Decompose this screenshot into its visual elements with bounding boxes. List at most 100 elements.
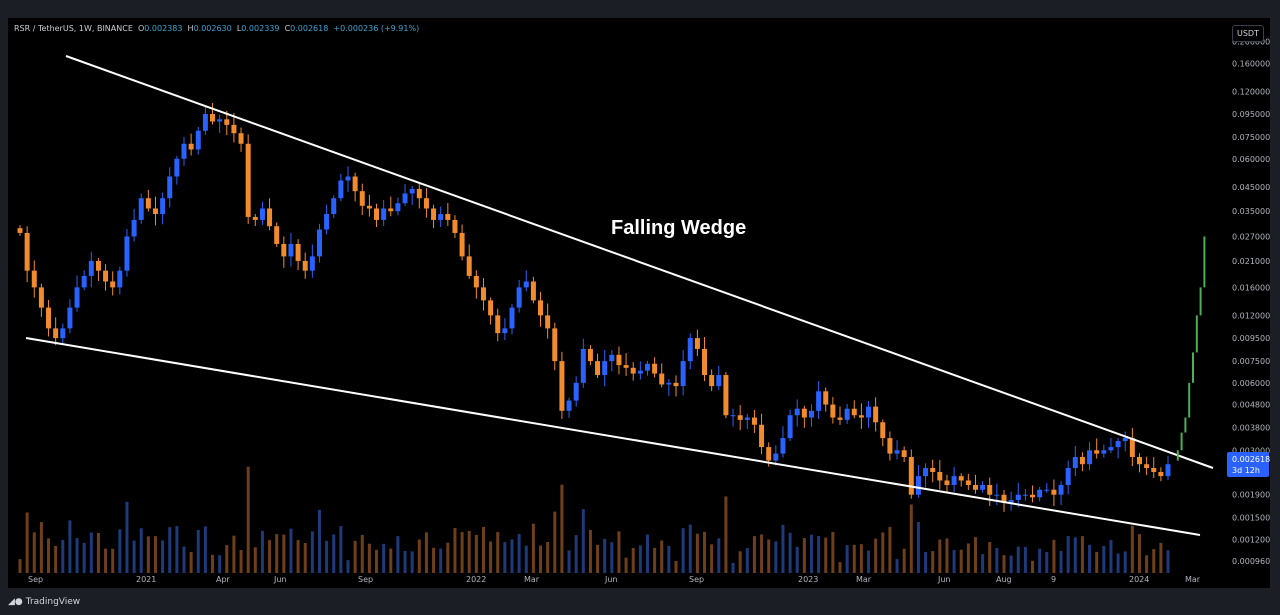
candle-body bbox=[951, 476, 957, 485]
candle-body bbox=[488, 300, 494, 316]
volume-bar bbox=[981, 554, 985, 573]
volume-bar bbox=[973, 537, 977, 573]
volume-bar bbox=[567, 550, 571, 573]
volume-bar bbox=[61, 539, 65, 573]
price-tick-label: 0.001900 bbox=[1232, 491, 1270, 500]
candle-body bbox=[416, 188, 422, 199]
volume-bar bbox=[895, 558, 899, 573]
volume-bar bbox=[924, 551, 928, 573]
volume-bar bbox=[446, 542, 450, 573]
candle-body bbox=[316, 229, 322, 257]
volume-bar bbox=[596, 544, 600, 573]
volume-bar bbox=[1002, 555, 1006, 573]
volume-bar bbox=[902, 548, 906, 573]
candle-body bbox=[744, 417, 750, 420]
volume-bar bbox=[47, 538, 51, 573]
upper-trendline bbox=[65, 55, 1214, 469]
volume-bar bbox=[417, 539, 421, 573]
price-tick-label: 0.060000 bbox=[1232, 155, 1270, 164]
volume-bar bbox=[546, 541, 550, 573]
price-tick-label: 0.000960 bbox=[1232, 557, 1270, 566]
currency-button[interactable]: USDT bbox=[1232, 25, 1264, 42]
close-value: 0.002618 bbox=[290, 24, 329, 33]
volume-bar bbox=[125, 501, 129, 573]
price-tick-label: 0.016000 bbox=[1232, 283, 1270, 292]
volume-bar bbox=[225, 545, 229, 573]
candle-body bbox=[338, 180, 344, 199]
candle-body bbox=[324, 214, 330, 230]
volume-bar bbox=[1152, 549, 1156, 573]
candle-body bbox=[523, 281, 529, 288]
candle-body bbox=[816, 391, 822, 411]
volume-bar bbox=[1159, 542, 1163, 573]
candle-body bbox=[302, 260, 308, 271]
candle-body bbox=[381, 208, 387, 220]
candle-body bbox=[60, 328, 66, 339]
price-tick-label: 0.006000 bbox=[1232, 379, 1270, 388]
volume-bar bbox=[403, 550, 407, 573]
candle-body bbox=[901, 450, 907, 457]
candle-body bbox=[873, 406, 879, 423]
open-value: 0.002383 bbox=[144, 24, 183, 33]
volume-bar bbox=[54, 545, 58, 573]
volume-bar bbox=[1080, 536, 1084, 573]
volume-bar bbox=[731, 563, 735, 573]
candle-body bbox=[1037, 489, 1043, 498]
candle-body bbox=[1051, 489, 1057, 495]
candle-body bbox=[780, 438, 786, 454]
price-chart[interactable]: 0.200000 0.160000 0.120000 0.095000 0.075000… bbox=[8, 18, 1270, 588]
time-tick-label: Sep bbox=[689, 575, 704, 584]
volume-bar bbox=[667, 545, 671, 573]
volume-bar bbox=[681, 528, 685, 573]
candle-body bbox=[1015, 494, 1021, 500]
volume-bar bbox=[710, 544, 714, 573]
candle-body bbox=[281, 243, 287, 257]
volume-bar bbox=[146, 536, 150, 573]
time-tick-label: Jun bbox=[273, 575, 287, 584]
candle-body bbox=[88, 260, 94, 276]
trendlines bbox=[25, 55, 1214, 536]
candle-body bbox=[1165, 464, 1171, 477]
candle-body bbox=[202, 114, 208, 131]
candle-body bbox=[1151, 468, 1157, 472]
volume-bar bbox=[774, 541, 778, 573]
price-tick-label: 0.075000 bbox=[1232, 133, 1270, 142]
candle-body bbox=[716, 375, 722, 387]
pattern-annotation: Falling Wedge bbox=[611, 217, 746, 239]
volume-bar bbox=[132, 540, 136, 573]
volume-bar bbox=[460, 532, 464, 573]
candle-body bbox=[95, 260, 101, 271]
candle-body bbox=[538, 300, 544, 316]
volume-bar bbox=[203, 526, 207, 573]
volume-bar bbox=[881, 532, 885, 573]
price-axis[interactable]: 0.200000 0.160000 0.120000 0.095000 0.075000… bbox=[1227, 18, 1270, 588]
volume-bar bbox=[175, 526, 179, 573]
time-tick-label: Sep bbox=[358, 575, 373, 584]
volume-bar bbox=[389, 548, 393, 573]
candle-body bbox=[331, 198, 337, 215]
volume-bar bbox=[1116, 553, 1120, 573]
candle-body bbox=[894, 450, 900, 454]
candle-body bbox=[81, 275, 87, 288]
candle-body bbox=[808, 410, 814, 418]
candle-body bbox=[580, 348, 586, 383]
volume-bar bbox=[510, 539, 514, 573]
candle-body bbox=[1058, 484, 1064, 495]
candlesticks bbox=[17, 103, 1171, 512]
volume-bar bbox=[817, 535, 821, 573]
candle-body bbox=[516, 287, 522, 308]
candle-body bbox=[623, 365, 629, 368]
close-key: C bbox=[284, 24, 291, 33]
volume-bar bbox=[25, 512, 29, 573]
volume-bar bbox=[310, 531, 314, 573]
volume-bar bbox=[859, 544, 863, 573]
volume-bar bbox=[396, 536, 400, 573]
candle-body bbox=[359, 191, 365, 206]
time-axis[interactable]: Sep 2021 Apr Jun Sep 2022 Mar Jun Sep 2023 Mar Jun A… bbox=[28, 575, 1201, 584]
candle-body bbox=[46, 307, 52, 329]
open-key: O bbox=[137, 24, 145, 33]
candle-body bbox=[160, 198, 166, 215]
tradingview-logo[interactable]: ◢● TradingView bbox=[8, 597, 80, 607]
volume-bar bbox=[246, 466, 250, 573]
last-price-tag: 0.002618 3d 12h bbox=[1227, 452, 1270, 477]
